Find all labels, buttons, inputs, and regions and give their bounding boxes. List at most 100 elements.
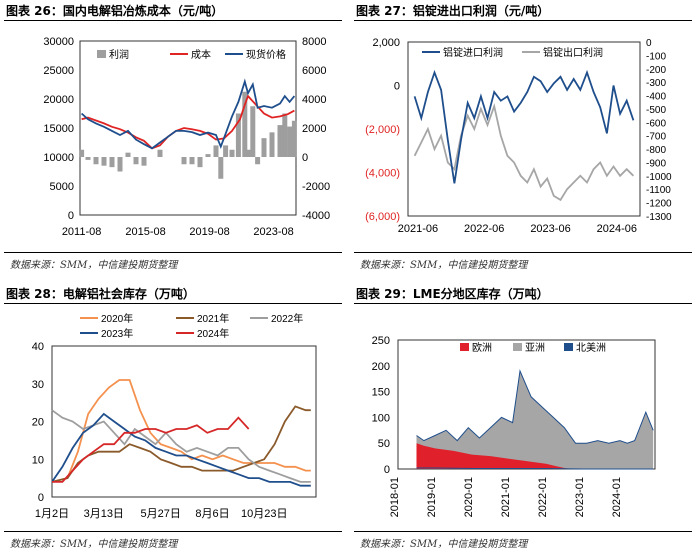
y-left-tick-label: 0 [394,81,400,93]
inventory-line-2024 [52,416,250,483]
import-profit-line [413,69,635,184]
x-tick-label: 2022-01 [537,477,549,517]
profit-bar [242,91,248,157]
legend-label: 铝锭进口利润 [443,46,503,59]
legend-label: 利润 [109,48,129,61]
profit-bar [101,157,107,166]
source-rule [354,252,692,253]
legend-swatch [460,343,469,351]
chart-panel-social-inventory: 图表 28：电解铝社会库存（万吨） 0 10 20 30 40 1月2日 3月13日 5月27… [0,283,350,555]
title-rule [4,303,342,304]
profit-bar [245,149,251,157]
y-tick-label: 0 [384,464,390,476]
plot-area [51,345,317,498]
y-right-tick-label: -400 [646,92,666,103]
y-right-tick-label: -4000 [302,210,330,222]
x-tick-label: 2015-08 [125,226,165,238]
profit-bar [181,157,187,165]
y-right-tick-label: -1000 [646,172,672,183]
asia-top-edge [416,369,654,444]
legend-label: 亚洲 [525,342,545,354]
profit-bar [141,157,147,166]
source-note: 数据来源：SMM，中信建投期货整理 [10,260,178,271]
x-tick-label: 2023-08 [253,226,293,238]
y-right-tick-label: -700 [646,132,666,143]
profit-bar [261,138,267,157]
source-rule [4,252,342,253]
legend-swatch [97,50,106,58]
x-tick-label: 2023-06 [530,223,570,235]
source-rule [354,531,692,532]
y-left-tick-label: (2,000) [365,124,400,136]
chart-aluminum-cost: 050001000015000200002500030000-4000-2000… [43,36,330,238]
legend-label: 现货价格 [246,48,286,61]
y-right-tick-label: -900 [646,158,666,169]
asia-area [416,371,654,469]
y-right-tick-label: -100 [646,51,666,62]
export-profit-line [413,102,635,202]
title-rule [354,303,692,304]
legend-label: 2021年 [197,312,229,325]
y-tick-label: 200 [372,361,390,373]
y-right-tick-label: -200 [646,65,666,76]
y-right-tick-label: -2000 [302,181,330,193]
legend-label: 成本 [191,48,211,61]
x-tick-label: 2011-08 [62,226,102,238]
price-line [80,78,296,150]
y-right-tick-label: -500 [646,105,666,116]
x-tick-label: 2024-01 [611,477,623,517]
y-left-tick-label: 2,000 [372,37,400,49]
chart-title: 图表 28：电解铝社会库存（万吨） [6,287,195,301]
y-right-tick-label: 8000 [302,36,326,48]
profit-bar [250,106,256,157]
y-left-tick-label: 30000 [43,36,74,48]
profit-bar [269,132,275,157]
title-rule [4,20,342,21]
y-tick-label: 40 [32,341,44,353]
chart-title: 图表 26：国内电解铝冶炼成本（元/吨） [6,4,224,18]
legend-swatch [564,343,573,351]
x-tick-label: 2019-08 [189,226,229,238]
x-tick-label: 2022-06 [464,223,504,235]
y-tick-label: 20 [32,417,44,429]
y-left-tick-label: (4,000) [365,168,400,180]
y-right-tick-label: 2000 [302,123,326,135]
europe-area [416,443,572,469]
legend-label: 2024年 [197,327,229,340]
x-tick-label: 2021-06 [398,223,438,235]
x-tick-label: 2019-01 [426,477,438,517]
y-right-tick-label: 0 [302,152,308,164]
y-right-tick-label: -1300 [646,212,672,223]
legend-swatch [513,343,522,351]
chart-lme-inventory: 0 50 100 150 200 250 2018-01 2019-01 2020-01 2021… [372,335,656,517]
profit-bar [255,157,261,165]
profit-bar [109,157,115,168]
legend-label: 欧洲 [472,342,492,354]
y-left-tick-label: 20000 [43,94,74,106]
inventory-line-2023 [51,412,311,487]
y-right-tick-label: -600 [646,118,666,129]
y-right-tick-label: -300 [646,78,666,89]
x-tick-label: 5月27日 [141,508,181,520]
profit-bar [287,126,293,157]
profit-bar [117,157,123,172]
profit-bar [79,149,85,157]
source-note: 数据来源：SMM，中信建投期货整理 [360,539,528,550]
y-tick-label: 150 [372,387,390,399]
y-left-tick-label: 5000 [50,181,74,193]
profit-bar [277,125,283,157]
inventory-line-2021 [51,405,311,483]
plot-area [407,41,641,217]
x-tick-label: 2018-01 [389,477,401,517]
y-right-tick-label: -800 [646,145,666,156]
chart-panel-aluminum-cost: 图表 26：国内电解铝冶炼成本（元/吨） 0 5000 10000 15000 2000… [0,0,350,277]
x-tick-label: 2023-01 [574,477,586,517]
legend-label: 2022年 [271,312,303,325]
y-tick-label: 0 [38,492,44,504]
source-note: 数据来源：SMM，中信建投期货整理 [360,260,528,271]
chart-panel-lme-inventory: 图表 29：LME分地区库存（万吨） 0 50 100 150 200 250 2018-0… [350,283,700,555]
profit-bar [125,152,131,157]
profit-bar [213,145,219,157]
profit-bar [282,113,288,157]
chart-social-inventory: 0 10 20 30 40 1月2日 3月13日 5月27日 8月6日 10月23日 2020年 20… [32,312,317,520]
